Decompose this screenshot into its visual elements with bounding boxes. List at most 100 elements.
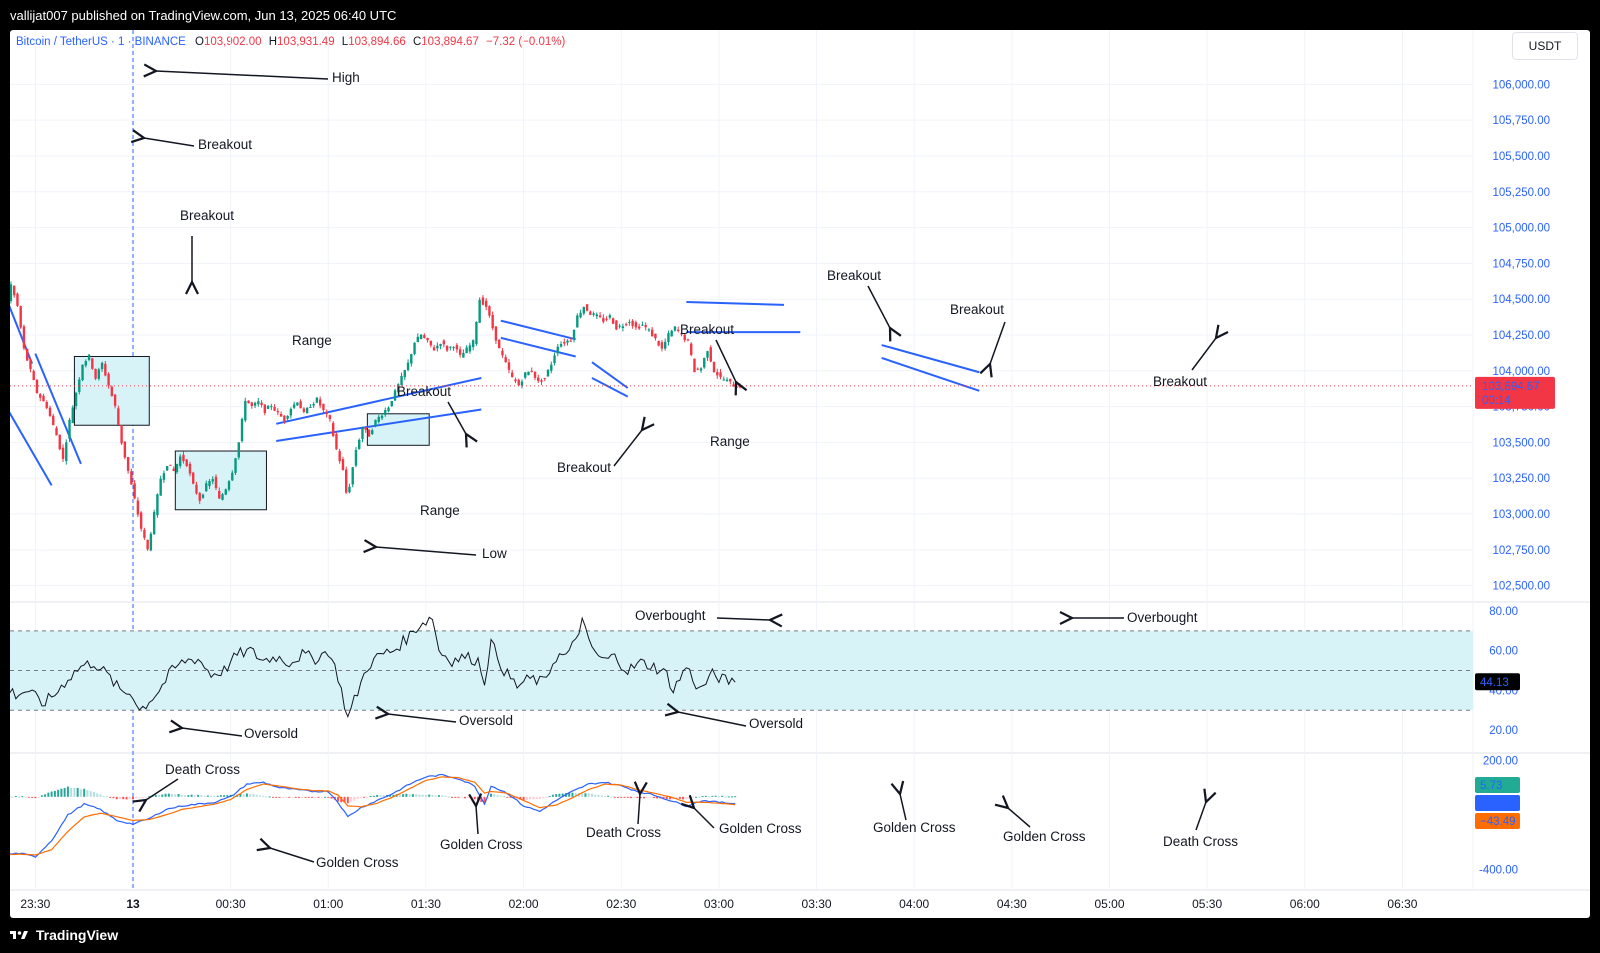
candle-body [65, 442, 68, 462]
candle-body [253, 402, 257, 406]
histogram-bar [171, 794, 174, 797]
time-tick-label: 03:00 [704, 897, 734, 911]
price-tick-label: 106,000.00 [1492, 79, 1550, 91]
histogram-bar [695, 796, 698, 798]
candle-body [673, 326, 677, 331]
candle-body [501, 350, 504, 356]
symbol-name[interactable]: Bitcoin / TetherUS · 1 · BINANCE [16, 36, 186, 48]
histogram-bar [14, 796, 17, 798]
annotation-arrow [716, 618, 770, 620]
time-tick-label: 05:00 [1094, 897, 1124, 911]
close-value: 103,894.67 [421, 36, 479, 48]
candle-body [663, 341, 667, 349]
candle-body [260, 402, 263, 406]
candle-body [175, 464, 179, 473]
footer-bar: TradingView [0, 918, 1600, 953]
histogram-bar [434, 795, 437, 797]
last-price-label: 103,894.67 [1482, 381, 1540, 393]
candle-body [156, 494, 159, 516]
candle-body [683, 334, 686, 341]
macd-line [10, 773, 736, 858]
candle-body [205, 483, 208, 492]
candle-body [136, 500, 140, 515]
histogram-bar [18, 796, 21, 798]
candle-body [182, 454, 185, 462]
candle-body [660, 342, 664, 349]
histogram-bar [704, 795, 707, 797]
candle-body [322, 403, 325, 411]
histogram-bar [184, 795, 187, 797]
candle-body [650, 329, 654, 337]
histogram-bar [102, 795, 105, 797]
annotation-range: Range [710, 434, 750, 449]
candle-body [735, 386, 739, 388]
histogram-bar [411, 794, 414, 797]
candle-body [146, 539, 149, 550]
candle-body [244, 400, 247, 421]
channel-line [591, 377, 629, 398]
annotation-death-cross: Death Cross [1163, 834, 1238, 849]
time-tick-label: 13 [126, 897, 140, 911]
histogram-bar [37, 796, 40, 798]
annotation-breakout: Breakout [827, 268, 881, 283]
chart-panel[interactable]: Bitcoin / TetherUS · 1 · BINANCE O103,90… [10, 30, 1590, 918]
candle-body [117, 408, 120, 425]
histogram-bar [210, 795, 213, 797]
candle-body [738, 385, 742, 388]
histogram-bar [685, 796, 688, 800]
candle-body [527, 371, 530, 376]
price-tick-label: 103,500.00 [1492, 437, 1550, 449]
candle-body [162, 473, 166, 480]
time-tick-label: 02:30 [606, 897, 636, 911]
candle-body [615, 320, 618, 330]
candle-body [397, 384, 400, 393]
candle-body [130, 471, 133, 485]
candle-body [442, 340, 446, 345]
histogram-bar [408, 794, 411, 797]
histogram-bar [83, 788, 86, 797]
histogram-bar [600, 795, 603, 797]
macd-value-tag [1475, 795, 1520, 811]
candle-body [732, 384, 735, 387]
histogram-bar [551, 794, 554, 797]
currency-button[interactable]: USDT [1512, 32, 1578, 60]
candle-body [602, 317, 605, 322]
candle-body [696, 368, 699, 370]
candle-body [621, 326, 625, 328]
histogram-bar [356, 796, 359, 800]
open-value: 103,902.00 [203, 36, 262, 48]
histogram-bar [548, 796, 551, 798]
histogram-bar [493, 794, 496, 797]
candle-body [533, 371, 537, 378]
candle-body [139, 512, 143, 529]
rsi-value-label: 44.13 [1480, 677, 1509, 689]
candle-body [234, 458, 237, 473]
histogram-bar [522, 796, 525, 801]
macd-value-label: 5.73 [1480, 780, 1502, 792]
candle-body [641, 324, 644, 326]
published-text: vallijat007 published on TradingView.com… [10, 8, 397, 23]
candle-body [716, 372, 719, 376]
candle-body [690, 343, 693, 355]
candle-body [556, 346, 559, 354]
candle-body [81, 364, 84, 381]
histogram-bar [662, 796, 665, 799]
candle-body [32, 371, 35, 380]
histogram-bar [34, 796, 37, 799]
histogram-bar [288, 796, 291, 798]
histogram-bar [688, 796, 691, 799]
histogram-bar [734, 796, 737, 798]
annotation-arrow [182, 728, 243, 737]
candle-body [445, 345, 449, 351]
annotation-golden-cross: Golden Cross [316, 855, 399, 870]
candle-body [566, 340, 569, 343]
histogram-bar [587, 793, 590, 797]
candle-body [318, 399, 322, 406]
macd-histogram [10, 786, 737, 804]
histogram-bar [245, 793, 248, 797]
histogram-bar [223, 795, 226, 797]
low-value: 103,894.66 [348, 36, 406, 48]
candle-body [719, 372, 722, 377]
chart-canvas[interactable]: 23:30 13 00:30 01:00 01:30 02:00 02:30 03:00 03:… [10, 30, 1590, 918]
candle-body [55, 427, 58, 436]
